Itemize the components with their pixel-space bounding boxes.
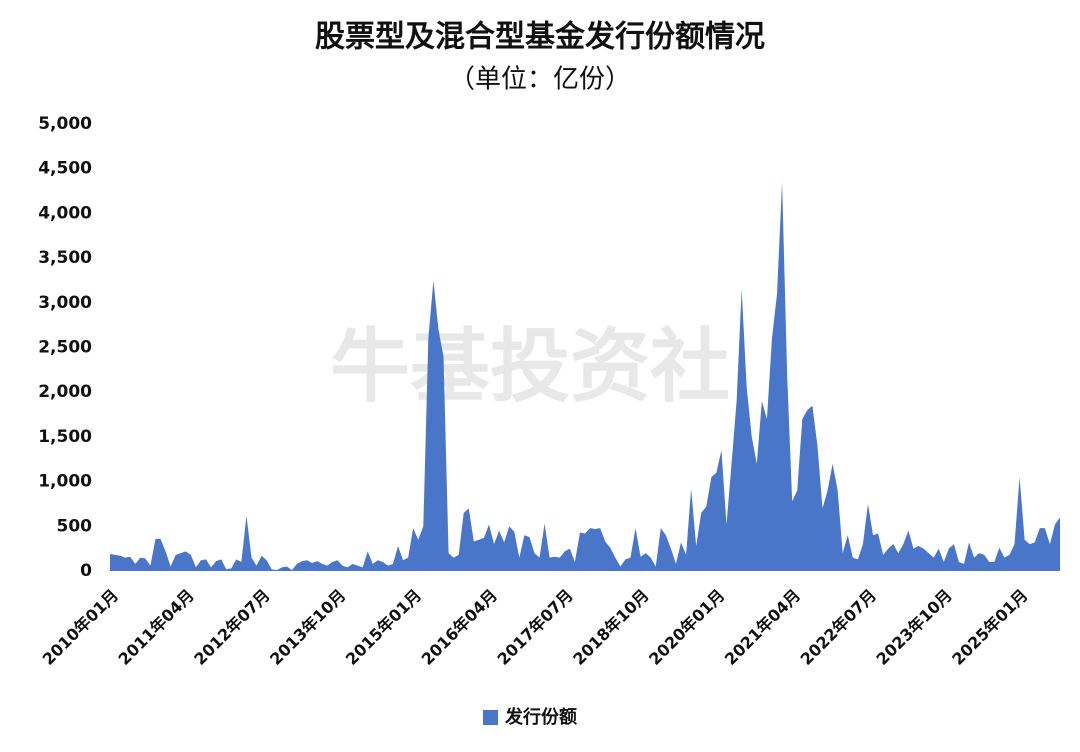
legend-label: 发行份额 [504, 706, 577, 728]
y-tick-label: 3,500 [38, 248, 92, 268]
chart-title: 股票型及混合型基金发行份额情况 [315, 20, 765, 55]
y-tick-label: 1,500 [38, 427, 92, 447]
x-tick-label: 2012年07月 [190, 586, 273, 669]
x-tick-label: 2020年01月 [645, 586, 728, 669]
y-tick-label: 4,000 [38, 203, 92, 223]
watermark: 牛基投资社 [330, 320, 730, 413]
legend-swatch [483, 710, 498, 725]
y-tick-label: 3,000 [38, 293, 92, 313]
x-tick-label: 2011年04月 [115, 586, 198, 669]
y-tick-label: 0 [80, 561, 92, 581]
x-tick-label: 2010年01月 [39, 586, 122, 669]
chart-subtitle: （单位：亿份） [449, 65, 631, 95]
y-tick-label: 500 [57, 516, 93, 536]
x-tick-label: 2025年01月 [948, 586, 1031, 669]
y-tick-label: 2,000 [38, 382, 92, 402]
x-tick-label: 2013年10月 [266, 586, 349, 669]
y-tick-label: 1,000 [38, 472, 92, 492]
x-tick-label: 2015年01月 [342, 586, 425, 669]
y-tick-label: 2,500 [38, 338, 92, 358]
x-tick-label: 2017年07月 [493, 586, 576, 669]
x-tick-label: 2016年04月 [418, 586, 501, 669]
y-tick-label: 5,000 [38, 114, 92, 134]
x-tick-label: 2023年10月 [872, 586, 955, 669]
x-tick-label: 2021年04月 [721, 586, 804, 669]
x-tick-label: 2018年10月 [569, 586, 652, 669]
x-tick-label: 2022年07月 [797, 586, 880, 669]
y-tick-label: 4,500 [38, 159, 92, 179]
